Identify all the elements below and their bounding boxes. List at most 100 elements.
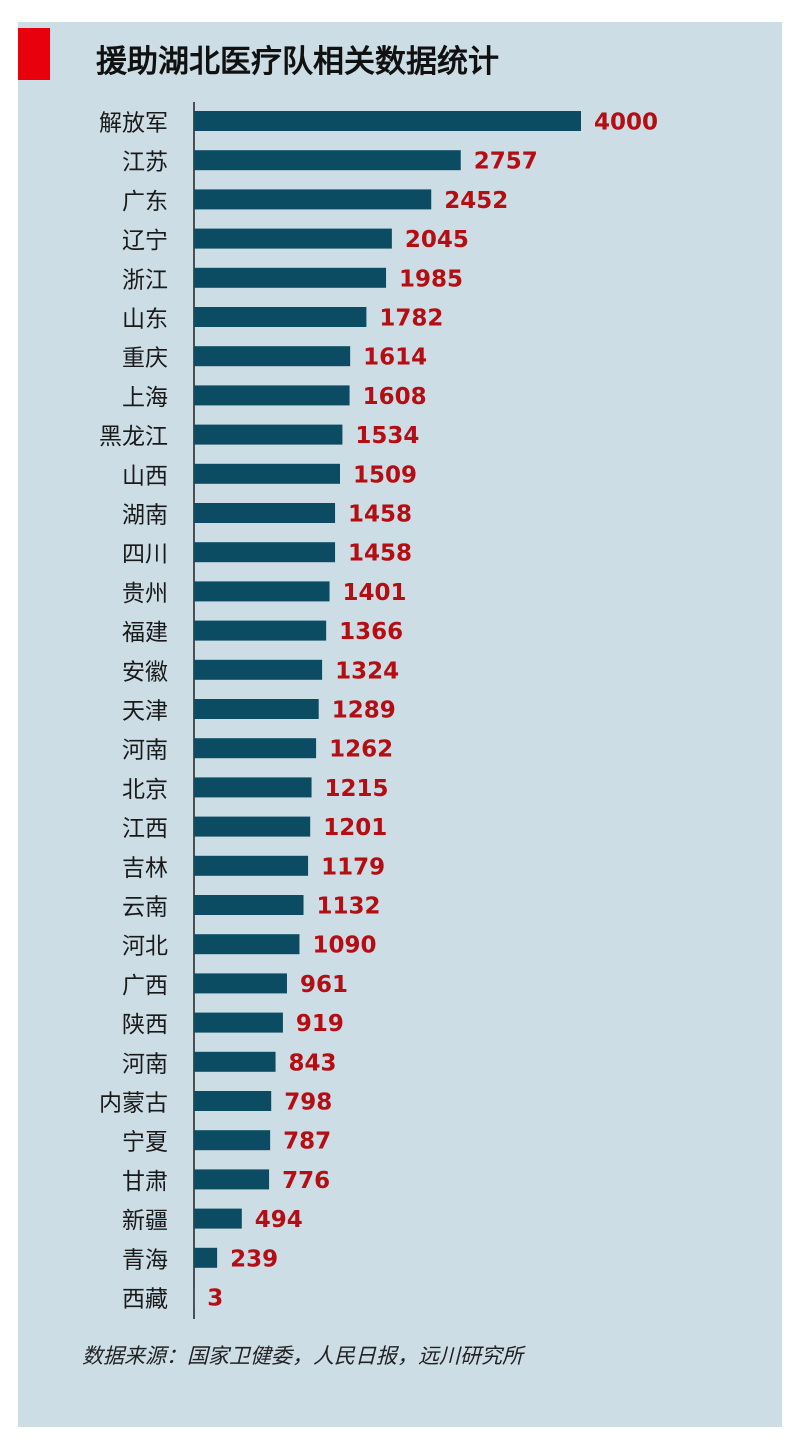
- value-label: 1458: [348, 541, 412, 567]
- bar: [194, 738, 317, 759]
- category-label: 云南: [122, 895, 168, 921]
- bar: [194, 581, 330, 602]
- category-label: 安徽: [122, 659, 168, 685]
- category-label: 辽宁: [122, 228, 168, 254]
- bar: [194, 150, 461, 171]
- bar: [194, 1130, 271, 1151]
- bar: [194, 1012, 283, 1033]
- category-label: 江苏: [122, 150, 168, 176]
- category-label: 江西: [122, 816, 168, 842]
- value-label: 2757: [474, 149, 538, 175]
- bar: [194, 307, 367, 327]
- bar: [194, 189, 432, 210]
- bar: [194, 895, 304, 915]
- bar: [194, 542, 336, 563]
- category-label: 河南: [122, 738, 168, 764]
- category-label: 天津: [122, 699, 168, 725]
- bar: [194, 228, 392, 249]
- data-source-note: 数据来源：国家卫健委，人民日报，远川研究所: [82, 1344, 523, 1368]
- category-label: 福建: [122, 620, 168, 646]
- bar-group: [194, 111, 581, 1307]
- value-label: 1324: [335, 658, 399, 684]
- bar: [194, 1169, 270, 1190]
- bar: [194, 777, 312, 798]
- category-label: 甘肃: [122, 1169, 168, 1195]
- bar: [194, 816, 311, 837]
- category-label: 青海: [122, 1247, 168, 1273]
- category-label: 河北: [122, 934, 168, 960]
- bar: [194, 267, 387, 288]
- bar: [194, 503, 336, 523]
- category-label: 广西: [122, 973, 168, 999]
- value-label: 776: [282, 1168, 330, 1194]
- bar: [194, 385, 350, 406]
- value-label: 1262: [329, 737, 393, 763]
- category-label: 四川: [122, 542, 168, 568]
- value-label: 1509: [353, 462, 417, 488]
- bar: [194, 620, 327, 641]
- value-label: 3: [207, 1286, 223, 1312]
- category-label: 贵州: [122, 581, 168, 607]
- value-labels: 4000 2757 2452 2045 1985 1782 1614 1608 1534 1509…: [207, 110, 658, 1312]
- category-label: 重庆: [122, 346, 168, 372]
- value-label: 2045: [405, 227, 469, 253]
- value-label: 1215: [325, 776, 389, 802]
- chart-panel: 援助湖北医疗队相关数据统计 解放军江苏广东辽宁浙江山东重庆上海黑龙江山西湖南四川…: [18, 22, 782, 1427]
- category-label: 湖南: [122, 503, 168, 529]
- category-label: 内蒙古: [99, 1091, 168, 1117]
- value-label: 1132: [317, 894, 381, 920]
- value-label: 1614: [363, 345, 427, 371]
- category-label: 西藏: [122, 1287, 168, 1313]
- value-label: 1782: [379, 306, 443, 332]
- category-label: 山东: [122, 307, 168, 333]
- value-label: 1090: [312, 933, 376, 959]
- value-label: 1534: [355, 423, 419, 449]
- bar: [194, 1051, 276, 1072]
- value-label: 1179: [321, 854, 385, 880]
- bar: [194, 934, 300, 955]
- category-label: 浙江: [122, 267, 168, 293]
- value-label: 1608: [363, 384, 427, 410]
- value-label: 961: [300, 972, 348, 998]
- value-label: 4000: [594, 110, 658, 136]
- bar: [194, 973, 287, 994]
- bar: [194, 699, 319, 719]
- value-label: 1201: [323, 815, 387, 841]
- value-label: 919: [296, 1011, 344, 1037]
- category-label: 广东: [122, 189, 168, 215]
- value-label: 1985: [399, 266, 463, 292]
- bar: [194, 1247, 218, 1268]
- category-label: 新疆: [122, 1208, 168, 1234]
- value-label: 1366: [339, 619, 403, 645]
- bar: [194, 1091, 272, 1111]
- bar: [194, 463, 340, 484]
- value-label: 239: [230, 1246, 278, 1272]
- bar: [194, 424, 343, 445]
- category-label: 黑龙江: [99, 424, 168, 450]
- value-label: 1401: [343, 580, 407, 606]
- chart-title: 援助湖北医疗队相关数据统计: [96, 44, 499, 80]
- bar: [194, 346, 351, 367]
- value-label: 798: [284, 1090, 332, 1116]
- value-label: 494: [255, 1207, 303, 1233]
- value-label: 843: [289, 1050, 337, 1076]
- bar: [194, 659, 323, 680]
- category-label: 河南: [122, 1051, 168, 1077]
- category-label: 北京: [122, 777, 168, 803]
- bar: [194, 1208, 242, 1229]
- bar: [194, 111, 581, 131]
- category-label: 宁夏: [122, 1130, 168, 1156]
- bar-chart: 解放军江苏广东辽宁浙江山东重庆上海黑龙江山西湖南四川贵州福建安徽天津河南北京江西…: [99, 102, 658, 1319]
- category-label: 陕西: [122, 1012, 168, 1038]
- category-labels: 解放军江苏广东辽宁浙江山东重庆上海黑龙江山西湖南四川贵州福建安徽天津河南北京江西…: [99, 111, 168, 1313]
- title-accent-bar: [18, 28, 50, 80]
- value-label: 1458: [348, 502, 412, 528]
- value-label: 1289: [332, 698, 396, 724]
- category-label: 解放军: [99, 111, 168, 137]
- value-label: 787: [283, 1129, 331, 1155]
- category-label: 吉林: [122, 855, 168, 881]
- bar: [194, 855, 309, 876]
- value-label: 2452: [444, 188, 508, 214]
- category-label: 山西: [122, 463, 168, 489]
- category-label: 上海: [122, 385, 168, 411]
